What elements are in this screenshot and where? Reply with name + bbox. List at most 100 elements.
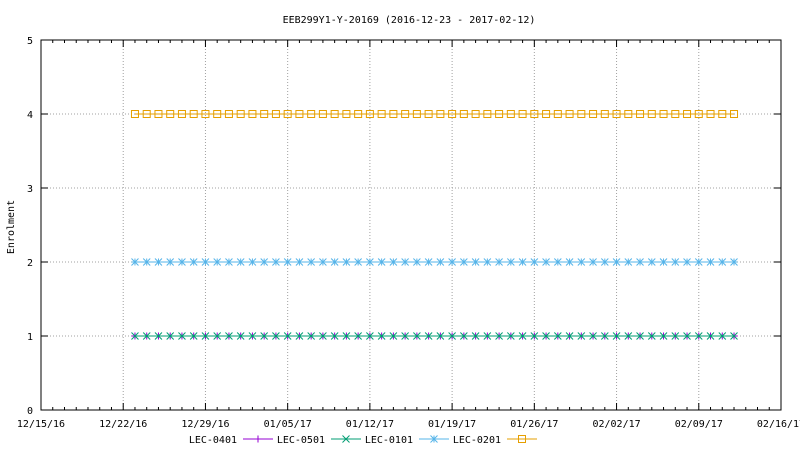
marker-stroke	[730, 110, 739, 118]
data-point	[683, 332, 691, 340]
data-point	[307, 332, 316, 340]
y-tick-label: 4	[27, 110, 33, 121]
data-point	[553, 110, 562, 118]
marker-stroke	[471, 110, 480, 118]
data-point	[412, 110, 421, 118]
marker-stroke	[142, 332, 151, 340]
marker-stroke	[495, 332, 503, 340]
data-point	[178, 332, 186, 340]
data-point	[260, 258, 269, 266]
marker-stroke	[659, 258, 668, 266]
marker-stroke	[201, 258, 210, 266]
marker-stroke	[178, 332, 186, 340]
data-point	[142, 110, 151, 118]
y-tick-label: 2	[27, 258, 33, 269]
data-point	[424, 332, 433, 340]
marker-stroke	[319, 332, 327, 340]
marker-stroke	[166, 258, 175, 266]
data-point	[307, 258, 316, 266]
x-tick-label: 01/05/17	[264, 419, 312, 430]
series-layer	[130, 110, 739, 340]
data-point	[600, 332, 609, 340]
marker-stroke	[647, 110, 656, 118]
marker-stroke	[389, 258, 398, 266]
data-point	[178, 258, 186, 266]
data-point	[683, 110, 692, 118]
marker-stroke	[430, 435, 438, 443]
marker-stroke	[377, 258, 386, 266]
data-point	[283, 110, 292, 118]
data-point	[272, 332, 280, 340]
marker-stroke	[307, 258, 316, 266]
data-point	[166, 332, 175, 340]
data-point	[354, 258, 362, 266]
marker-stroke	[694, 332, 703, 340]
data-point	[542, 110, 551, 118]
grid	[41, 40, 781, 410]
marker-stroke	[495, 258, 503, 266]
data-point	[718, 258, 727, 266]
data-point	[718, 332, 727, 340]
marker-stroke	[283, 258, 292, 266]
data-point	[131, 258, 139, 266]
data-point	[448, 332, 456, 340]
marker-stroke	[248, 332, 257, 340]
marker-stroke	[413, 258, 421, 266]
data-point	[530, 332, 539, 340]
data-point	[518, 110, 527, 118]
marker-stroke	[366, 332, 374, 340]
marker-stroke	[330, 332, 339, 340]
marker-stroke	[530, 332, 539, 340]
data-point	[718, 110, 727, 118]
marker-stroke	[718, 110, 727, 118]
data-point	[577, 110, 586, 118]
x-tick-label: 02/09/17	[675, 419, 723, 430]
data-point	[283, 258, 292, 266]
ticks: 0 1 2 3 4 5 12/15/16 12/22/16 12/29/16 01/05/17 01…	[17, 36, 800, 430]
marker-stroke	[577, 332, 586, 340]
marker-stroke	[178, 258, 186, 266]
marker-stroke	[213, 332, 222, 340]
data-point	[295, 110, 304, 118]
marker-stroke	[213, 110, 222, 118]
marker-stroke	[600, 332, 609, 340]
data-point	[401, 110, 410, 118]
data-point	[413, 332, 421, 340]
data-point	[365, 110, 374, 118]
series-lec-0201	[130, 110, 739, 118]
marker-stroke	[225, 332, 233, 340]
marker-stroke	[130, 110, 139, 118]
legend: LEC-0401 LEC-0501 LEC-0101 LEC-0201	[189, 435, 537, 446]
data-point	[659, 258, 668, 266]
data-point	[589, 332, 597, 340]
x-tick-label: 12/15/16	[17, 419, 65, 430]
marker-stroke	[612, 258, 621, 266]
y-tick-label: 3	[27, 184, 33, 195]
marker-stroke	[565, 258, 574, 266]
marker-stroke	[530, 110, 539, 118]
data-point	[260, 110, 269, 118]
marker-stroke	[506, 332, 515, 340]
marker-stroke	[671, 258, 680, 266]
data-point	[471, 258, 480, 266]
marker-stroke	[342, 435, 350, 443]
data-point	[342, 332, 351, 340]
data-point	[189, 110, 198, 118]
marker-stroke	[553, 258, 562, 266]
data-point	[330, 332, 339, 340]
data-point	[401, 258, 409, 266]
data-point	[260, 332, 269, 340]
data-point	[589, 258, 597, 266]
data-point	[448, 110, 457, 118]
marker-stroke	[424, 110, 433, 118]
data-point	[730, 110, 739, 118]
marker-stroke	[647, 332, 656, 340]
legend-marker	[430, 435, 438, 443]
marker-stroke	[307, 110, 316, 118]
marker-stroke	[330, 110, 339, 118]
data-point	[706, 258, 715, 266]
marker-stroke	[401, 332, 409, 340]
data-point	[553, 258, 562, 266]
x-tick-label: 12/22/16	[99, 419, 147, 430]
marker-stroke	[624, 258, 633, 266]
